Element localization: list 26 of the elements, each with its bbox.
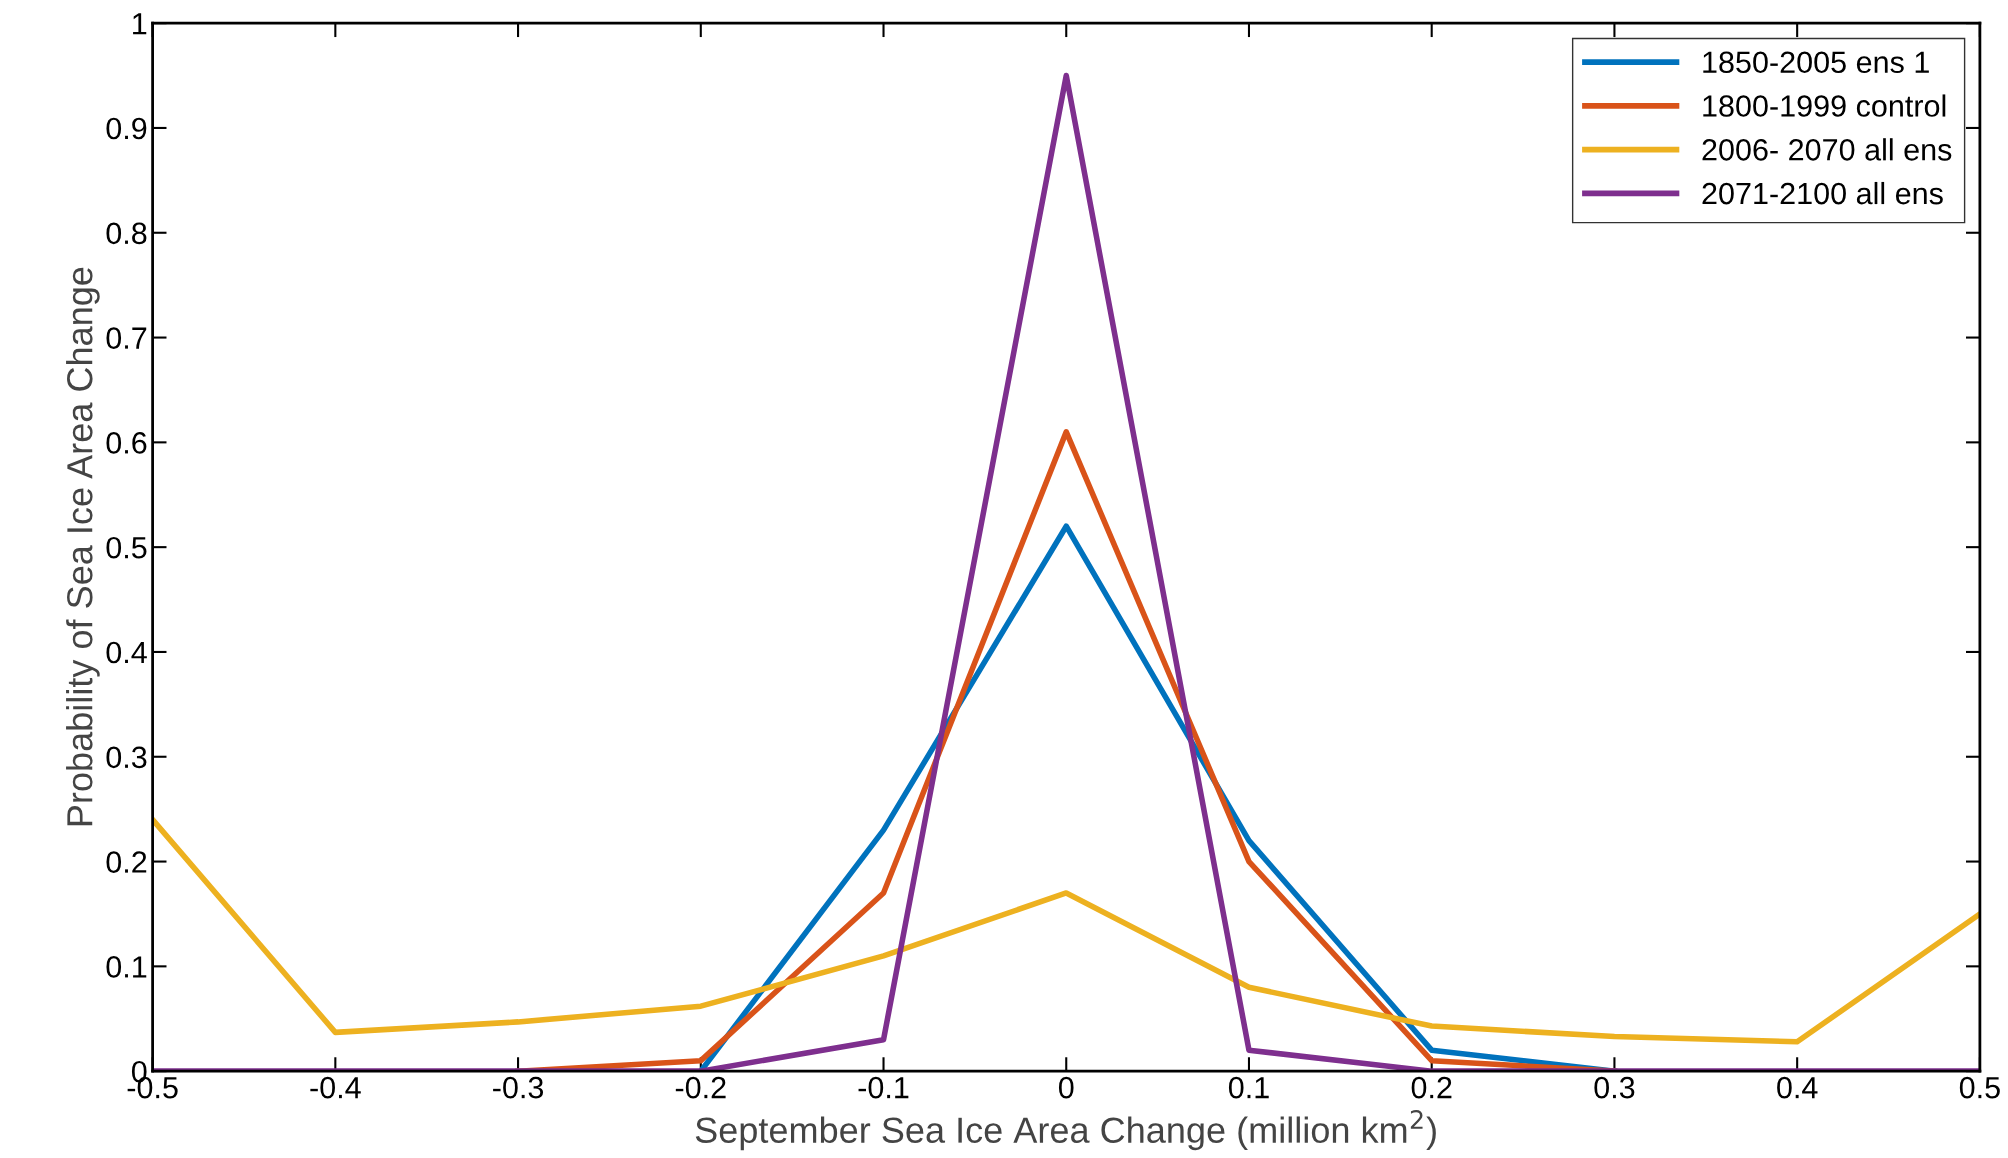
x-tick-label: 0.1 bbox=[1228, 1076, 1269, 1099]
y-tick-label: 0.6 bbox=[106, 432, 147, 454]
x-tick-label: -0.1 bbox=[858, 1076, 909, 1099]
x-tick-label: 0.3 bbox=[1594, 1076, 1635, 1099]
legend-label: 2006- 2070 all ens bbox=[1702, 138, 1952, 161]
y-tick-label: 0.4 bbox=[106, 641, 147, 664]
legend-label: 1800-1999 control bbox=[1703, 94, 1946, 117]
x-tick-label: -0.4 bbox=[310, 1076, 361, 1099]
x-tick-label: 0 bbox=[1058, 1076, 1074, 1099]
y-tick-label: 0.8 bbox=[106, 222, 147, 245]
x-tick-label: -0.2 bbox=[675, 1076, 726, 1099]
y-tick-label: 0.2 bbox=[106, 851, 147, 873]
y-tick-label: 0.3 bbox=[106, 746, 147, 769]
y-tick-label: 0.5 bbox=[106, 536, 147, 559]
y-axis-title: Probability of Sea Ice Area Change bbox=[66, 267, 100, 826]
y-tick-label: 1 bbox=[133, 13, 147, 35]
y-tick-label: 0.9 bbox=[106, 117, 147, 140]
legend-label: 2071-2100 all ens bbox=[1702, 181, 1943, 205]
x-tick-label: 0.4 bbox=[1777, 1076, 1818, 1099]
y-tick-label: 0.7 bbox=[106, 327, 147, 349]
legend-label: 1850-2005 ens 1 bbox=[1703, 51, 1929, 74]
x-tick-label: 0.5 bbox=[1959, 1076, 2000, 1099]
y-tick-label: 0.1 bbox=[106, 956, 147, 978]
x-tick-label: 0.2 bbox=[1411, 1076, 1452, 1099]
x-axis-title: September Sea Ice Area Change (million km$^{2}$) bbox=[695, 1110, 1436, 1151]
x-tick-label: -0.3 bbox=[493, 1076, 544, 1099]
